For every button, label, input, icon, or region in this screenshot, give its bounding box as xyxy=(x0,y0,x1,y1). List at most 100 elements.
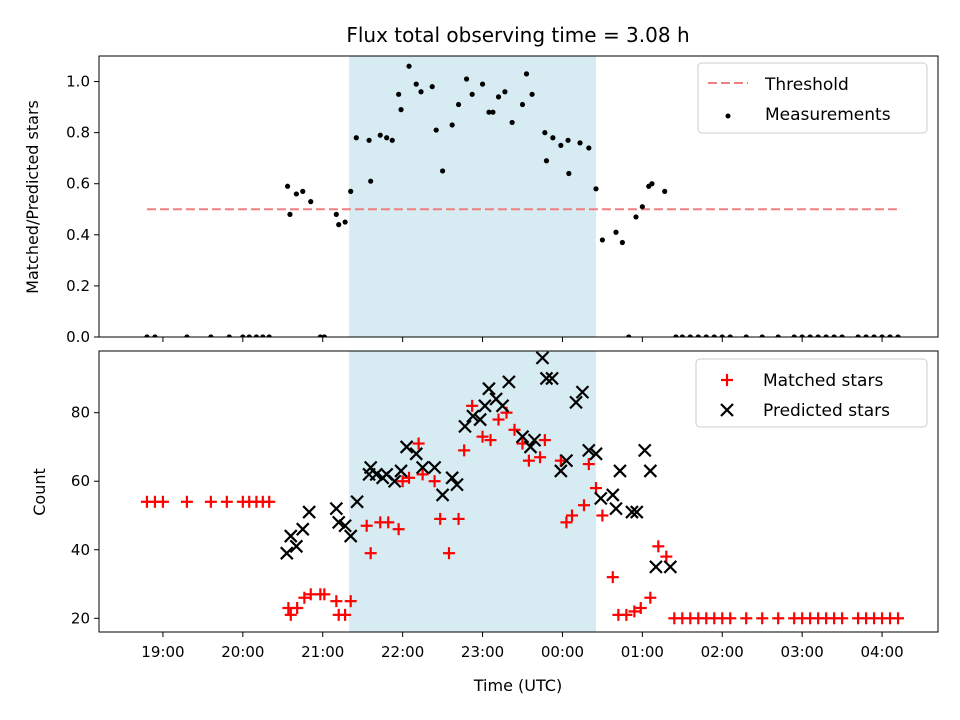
matched-star-point xyxy=(330,595,343,608)
measurement-point xyxy=(542,130,548,136)
predicted-star-point xyxy=(409,447,423,461)
matched-star-point xyxy=(606,571,619,584)
measurement-point xyxy=(336,222,342,228)
measurement-point xyxy=(479,81,486,87)
predicted-star-point xyxy=(369,467,384,482)
predicted-star-point xyxy=(649,560,663,574)
top-y-tick-label: 1.0 xyxy=(66,73,90,91)
measurement-point xyxy=(429,84,435,90)
matched-star-point xyxy=(412,437,425,450)
matched-star-point xyxy=(434,512,447,525)
predicted-star-point xyxy=(295,522,310,536)
top-y-tick-label: 0.2 xyxy=(66,277,90,295)
measurement-point xyxy=(455,101,462,108)
measurement-point xyxy=(293,191,299,197)
matched-star-point xyxy=(180,495,193,508)
measurement-point xyxy=(240,334,246,337)
matched-star-point xyxy=(628,605,641,618)
predicted-star-point xyxy=(589,447,603,461)
measurement-point xyxy=(799,334,805,337)
predicted-star-point xyxy=(478,399,492,413)
matched-star-point xyxy=(339,608,352,621)
measurement-point xyxy=(384,135,390,141)
predicted-star-point xyxy=(427,460,442,475)
matched-star-point xyxy=(508,423,521,436)
predicted-star-point xyxy=(466,409,480,423)
measurement-point xyxy=(439,168,446,174)
measurement-point xyxy=(743,334,749,337)
measurement-point xyxy=(486,109,492,115)
bottom-x-tick-label: 02:00 xyxy=(701,643,744,661)
measurement-point xyxy=(565,137,571,143)
predicted-star-point xyxy=(445,471,459,485)
measurement-point xyxy=(550,135,556,141)
matched-star-point xyxy=(263,495,276,508)
measurement-point xyxy=(389,137,395,143)
predicted-star-point xyxy=(482,381,496,396)
measurement-point xyxy=(679,334,685,337)
measurement-point xyxy=(495,94,502,100)
measurement-point xyxy=(348,188,354,194)
predicted-star-point xyxy=(609,501,623,516)
measurement-point xyxy=(152,334,158,337)
matched-star-point xyxy=(772,612,785,625)
matched-star-point xyxy=(318,588,331,601)
top-x-ticks xyxy=(162,337,883,342)
measurement-point xyxy=(719,334,725,337)
measurement-point xyxy=(619,239,625,246)
measurement-point xyxy=(366,137,372,143)
matched-star-point xyxy=(560,516,573,529)
predicted-star-point xyxy=(629,505,644,519)
bottom-y-axis-label: Count xyxy=(30,468,49,516)
predicted-star-point xyxy=(559,453,574,468)
matched-star-point xyxy=(740,612,753,625)
matched-star-point xyxy=(492,413,505,426)
matched-star-point xyxy=(156,495,169,508)
measurement-point xyxy=(613,229,619,235)
matched-star-point xyxy=(660,550,673,563)
measurement-point xyxy=(586,145,592,151)
predicted-star-point xyxy=(582,443,596,458)
matched-star-point xyxy=(360,519,373,532)
top-y-tick-label: 0.4 xyxy=(66,226,90,244)
matched-star-point xyxy=(534,451,547,464)
predicted-star-point xyxy=(545,371,559,386)
matched-star-point xyxy=(396,475,409,488)
matched-star-point xyxy=(284,608,297,621)
matched-star-point xyxy=(298,591,311,604)
predicted-star-point xyxy=(289,539,304,554)
bottom-y-ticks: 20 40 60 80 xyxy=(71,404,99,627)
matched-star-point xyxy=(204,495,217,508)
measurement-point xyxy=(887,334,893,337)
matched-star-point xyxy=(392,523,405,536)
predicted-star-point xyxy=(387,474,402,488)
predicted-star-point xyxy=(625,505,639,519)
bottom-x-tick-label: 19:00 xyxy=(141,643,184,661)
matched-star-point xyxy=(596,509,609,522)
matched-star-point xyxy=(428,475,441,488)
bottom-x-tick-label: 21:00 xyxy=(301,643,344,661)
predicted-star-point xyxy=(450,477,464,492)
predicted-star-point xyxy=(643,464,658,478)
measurement-point xyxy=(490,109,496,115)
measurement-point xyxy=(353,135,359,141)
measurement-point xyxy=(577,140,583,146)
bottom-x-tick-label: 23:00 xyxy=(461,643,504,661)
matched-star-point xyxy=(724,612,737,625)
bottom-legend-box xyxy=(695,358,928,428)
predicted-star-point xyxy=(394,464,408,478)
matched-star-point xyxy=(484,434,497,447)
matched-star-point xyxy=(442,547,455,560)
matched-star-point xyxy=(566,509,579,522)
measurement-point xyxy=(687,334,693,337)
predicted-star-point xyxy=(283,529,298,543)
matched-star-point xyxy=(644,591,657,604)
measurement-point xyxy=(839,334,845,337)
measurement-point xyxy=(649,181,655,187)
bottom-x-ticks: 19:00 20:00 21:00 22:00 23:00 00:00 01:00 02:00… xyxy=(141,632,904,661)
measurement-point xyxy=(633,214,639,220)
measurement-point xyxy=(502,89,508,95)
matched-star-point xyxy=(466,399,479,412)
measurement-point xyxy=(253,334,260,337)
